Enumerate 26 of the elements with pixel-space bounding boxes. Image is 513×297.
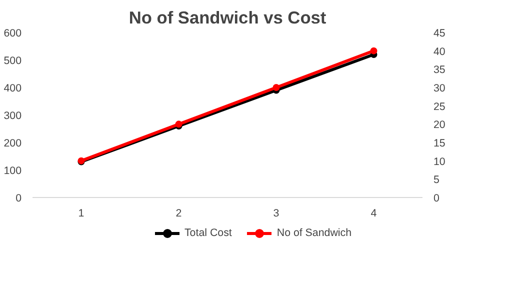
y2-tick-label: 20 (434, 119, 446, 132)
y2-tick-label: 25 (434, 100, 446, 113)
y-tick-label: 300 (4, 110, 22, 122)
y-tick-label: 600 (4, 28, 22, 40)
chart-title: No of Sandwich vs Cost (128, 8, 326, 28)
y2-tick-label: 30 (434, 82, 446, 94)
point (370, 47, 378, 54)
x-tick-label: 2 (176, 208, 182, 220)
point (272, 84, 280, 91)
y2-tick-label: 10 (434, 156, 446, 168)
y-tick-label: 500 (4, 55, 22, 67)
x-tick-label: 1 (78, 208, 84, 220)
y2-tick-label: 15 (434, 138, 446, 150)
legend-label: No of Sandwich (276, 227, 352, 239)
legend-label: Total Cost (184, 227, 232, 239)
y2-tick-label: 35 (434, 64, 446, 76)
y-tick-label: 100 (4, 165, 22, 177)
y2-tick-label: 0 (434, 192, 440, 204)
x-tick-label: 4 (370, 208, 377, 220)
x-tick-label: 3 (273, 208, 280, 220)
y2-tick-label: 5 (434, 174, 440, 186)
y2-tick-label: 40 (434, 46, 446, 58)
y2-tick-label: 45 (434, 28, 446, 40)
y-tick-label: 0 (16, 192, 22, 204)
y-tick-label: 400 (4, 82, 22, 94)
y-tick-label: 200 (4, 138, 22, 150)
